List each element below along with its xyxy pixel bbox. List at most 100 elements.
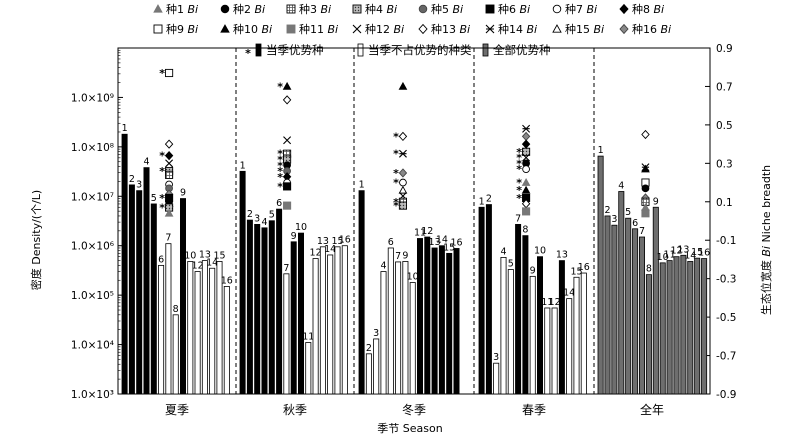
bar-label: 1 — [479, 196, 485, 207]
bar — [652, 206, 659, 395]
bar — [537, 256, 544, 395]
bar-label: 3 — [136, 180, 142, 191]
marker-triangle-open — [552, 24, 562, 33]
season-label: 秋季 — [283, 403, 307, 417]
bar-label: 2 — [247, 209, 253, 220]
bar-label: 6 — [388, 237, 394, 248]
bar — [341, 245, 348, 395]
bar — [128, 184, 135, 395]
bar — [358, 190, 365, 395]
y-right-tick-label: -0.9 — [716, 389, 737, 401]
marker-diamond-filled — [164, 151, 174, 161]
legend-entry-label: 种8 Bi — [632, 2, 664, 16]
legend-entry-label: 种14 Bi — [498, 22, 537, 36]
bar-label: 13 — [199, 250, 211, 261]
bar-label: 7 — [165, 233, 171, 244]
marker-asterisk-x — [485, 24, 495, 34]
dominant-star: * — [159, 202, 165, 215]
y-left-tick-label: 1.0×10⁶ — [71, 241, 114, 253]
legend-entry-label: 种7 Bi — [565, 2, 597, 16]
dominant-star: * — [516, 146, 522, 159]
bar — [416, 238, 423, 395]
bar — [453, 248, 460, 395]
bar-label: 4 — [380, 261, 386, 272]
marker-x — [283, 136, 292, 145]
marker-square-dots — [522, 147, 531, 156]
marker-diamond-open — [641, 129, 650, 140]
bar-label: 14 — [206, 257, 218, 268]
bar-label: 14 — [684, 250, 696, 261]
bar — [558, 260, 565, 395]
marker-asterisk-x — [522, 124, 531, 133]
bar — [529, 275, 536, 395]
marker-triangle-open — [398, 185, 408, 194]
marker-x — [165, 159, 174, 168]
bar — [673, 256, 680, 395]
bar — [319, 246, 326, 395]
dominant-star: * — [159, 165, 165, 178]
bar — [424, 236, 431, 395]
bar-label: 2 — [366, 343, 372, 354]
bar — [632, 228, 639, 395]
bar-label: 15 — [213, 250, 225, 261]
legend-entry-label: 种11 Bi — [299, 22, 338, 36]
bar — [179, 198, 186, 395]
dominant-star: * — [393, 130, 399, 143]
bar-label: 15 — [331, 236, 343, 247]
bar-label: 7 — [395, 251, 401, 262]
bar-label: 16 — [339, 235, 351, 246]
y-right-tick-label: -0.3 — [716, 274, 737, 286]
bar-label: 14 — [324, 244, 336, 255]
bar — [507, 269, 514, 395]
bar-label: 5 — [508, 259, 514, 270]
legend-bar-swatch — [482, 43, 489, 57]
dominant-star: * — [277, 171, 283, 184]
marker-square-gray — [283, 201, 292, 210]
bar — [276, 208, 283, 395]
bar-label: 16 — [221, 275, 233, 286]
bar — [680, 254, 687, 395]
bar — [305, 342, 312, 395]
bar — [261, 227, 268, 395]
bar — [515, 223, 522, 395]
bar-label: 2 — [486, 194, 492, 205]
bar — [143, 167, 150, 395]
bar-label: 11 — [664, 250, 676, 261]
marker-square-gray — [641, 209, 650, 218]
bar-label: 4 — [500, 246, 506, 257]
bar-label: 1 — [598, 145, 604, 156]
bar-label: 9 — [180, 188, 186, 199]
bar-label: 11 — [541, 297, 553, 308]
bar — [639, 236, 646, 395]
bar — [500, 257, 507, 395]
bar — [194, 271, 201, 395]
bar-label: 15 — [570, 266, 582, 277]
marker-diamond-filled — [619, 3, 629, 15]
dominant-star: * — [277, 153, 283, 166]
marker-square-gray — [286, 24, 296, 34]
marker-triangle-filled — [641, 164, 650, 173]
dominant-star: * — [393, 148, 399, 161]
legend-entry-label: 种9 Bi — [166, 22, 198, 36]
bar — [687, 261, 694, 395]
bar-label: 10 — [295, 222, 307, 233]
y-left-tick-label: 1.0×10⁸ — [71, 142, 114, 154]
bar — [373, 338, 380, 395]
bar — [187, 261, 194, 395]
marker-triangle-filled — [220, 24, 230, 33]
bar-label: 16 — [698, 248, 710, 259]
bar-label: 4 — [618, 180, 624, 191]
season-label: 夏季 — [165, 403, 189, 417]
marker-circle-open — [552, 4, 562, 14]
legend-entry-label: 种16 Bi — [632, 22, 671, 36]
bar-label: 13 — [677, 244, 689, 255]
y-left-tick-label: 1.0×10⁹ — [71, 92, 114, 104]
y-axis-right-title: 生态位宽度 Bi Niche breadth — [759, 165, 773, 315]
bar — [121, 133, 128, 395]
bar — [239, 170, 246, 395]
marker-diamond-gray — [398, 168, 408, 178]
marker-circle-open — [522, 165, 530, 173]
bar-label: 6 — [276, 198, 282, 209]
legend-entry-label: 种1 Bi — [166, 2, 198, 16]
